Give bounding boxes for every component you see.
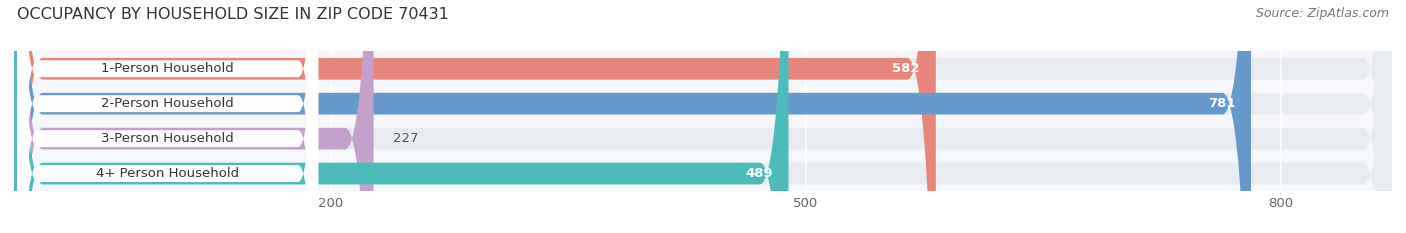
Text: 3-Person Household: 3-Person Household	[101, 132, 233, 145]
FancyBboxPatch shape	[14, 0, 1251, 233]
FancyBboxPatch shape	[17, 0, 318, 233]
FancyBboxPatch shape	[14, 0, 936, 233]
Text: 4+ Person Household: 4+ Person Household	[96, 167, 239, 180]
FancyBboxPatch shape	[14, 0, 1392, 233]
FancyBboxPatch shape	[14, 0, 789, 233]
FancyBboxPatch shape	[17, 0, 318, 233]
Text: 227: 227	[392, 132, 418, 145]
Text: 2-Person Household: 2-Person Household	[101, 97, 233, 110]
FancyBboxPatch shape	[17, 0, 318, 233]
Text: 781: 781	[1208, 97, 1234, 110]
Text: 1-Person Household: 1-Person Household	[101, 62, 233, 75]
Text: Source: ZipAtlas.com: Source: ZipAtlas.com	[1256, 7, 1389, 20]
FancyBboxPatch shape	[17, 0, 318, 233]
FancyBboxPatch shape	[14, 0, 1392, 233]
FancyBboxPatch shape	[14, 0, 1392, 233]
Text: 582: 582	[893, 62, 920, 75]
Text: OCCUPANCY BY HOUSEHOLD SIZE IN ZIP CODE 70431: OCCUPANCY BY HOUSEHOLD SIZE IN ZIP CODE …	[17, 7, 449, 22]
FancyBboxPatch shape	[14, 0, 374, 233]
Text: 489: 489	[745, 167, 773, 180]
FancyBboxPatch shape	[14, 0, 1392, 233]
